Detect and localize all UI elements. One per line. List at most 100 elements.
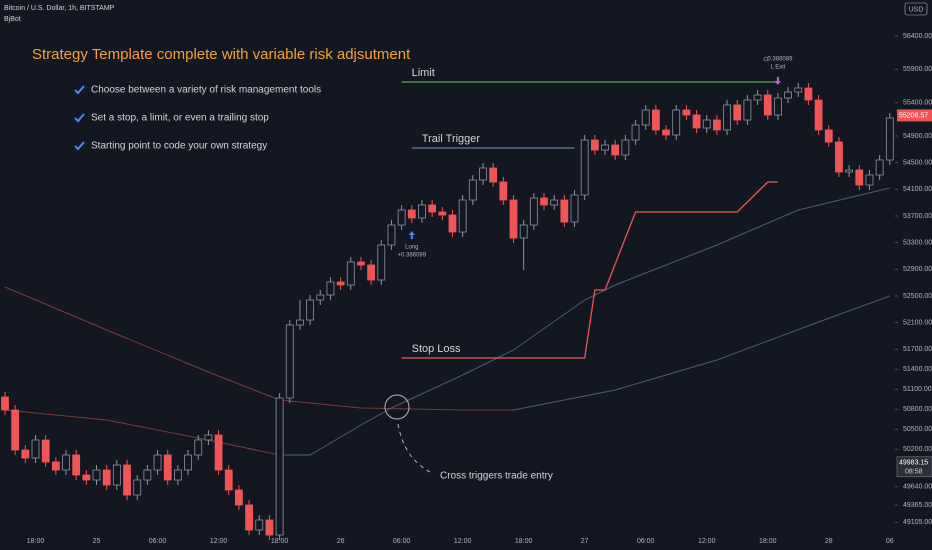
y-tick-label: 51400.00 — [903, 366, 932, 373]
bullet: Choose between a variety of risk managem… — [91, 85, 321, 96]
candle-body — [367, 264, 376, 281]
candle-body — [72, 454, 81, 476]
candle-body — [590, 139, 599, 151]
x-tick-label: 18:00 — [515, 538, 533, 545]
candle-body — [224, 469, 233, 491]
candle-body — [509, 199, 518, 239]
candle-body — [214, 434, 223, 471]
candle-body — [275, 397, 284, 536]
level-line — [401, 181, 778, 359]
candle-body — [428, 204, 437, 213]
candle-body — [123, 464, 131, 496]
x-tick-label: 18:00 — [271, 538, 289, 545]
y-tick-label: 52100.00 — [903, 320, 932, 327]
x-tick-label: 12:00 — [210, 538, 228, 545]
signal-arrow — [774, 77, 781, 85]
moving-average — [4, 409, 280, 456]
y-tick-label: 51100.00 — [903, 386, 932, 393]
level-label: Stop Loss — [412, 343, 461, 355]
candle-body — [601, 144, 609, 151]
candle-body — [713, 119, 721, 131]
y-tick-label: 50200.00 — [903, 446, 932, 453]
candle-body — [458, 199, 467, 233]
candle-body — [173, 469, 182, 481]
candle-body — [875, 159, 884, 176]
candle-body — [753, 94, 762, 101]
level-label: Trail Trigger — [422, 133, 481, 145]
check — [74, 141, 85, 151]
y-tick-label: 54500.00 — [903, 160, 932, 167]
candle-body — [92, 469, 101, 481]
y-tick-label: 51700.00 — [903, 346, 932, 353]
x-tick-label: 18:00 — [759, 538, 777, 545]
candle-body — [529, 197, 538, 226]
candle-body — [621, 139, 630, 156]
candle-body — [357, 261, 365, 266]
candle-body — [448, 214, 457, 233]
candle-body — [62, 454, 70, 471]
x-tick-label: 18:00 — [27, 538, 45, 545]
candle-body — [499, 181, 508, 201]
candle-body — [540, 197, 548, 206]
x-tick-label: 06 — [886, 538, 894, 545]
candle-body — [723, 104, 731, 131]
y-tick-label: 54100.00 — [903, 186, 932, 193]
cross-circle — [384, 394, 410, 420]
y-tick-label: 56400.00 — [903, 33, 932, 40]
candle-body — [397, 209, 406, 226]
candle-body — [41, 439, 50, 463]
price-axis: 56400.00 55900.00 55400.00 54900.00 54500.00… — [895, 33, 932, 526]
candle-body — [743, 99, 752, 121]
candle-body — [794, 87, 803, 93]
candle-body — [184, 454, 192, 471]
candle-body — [407, 209, 416, 219]
y-tick-label: 49365.00 — [903, 502, 932, 509]
bullet: Set a stop, a limit, or even a trailing … — [91, 113, 269, 124]
price-line-box — [896, 456, 932, 478]
candle-body — [855, 169, 864, 186]
candle-body — [31, 439, 40, 459]
y-tick-label: 52900.00 — [903, 266, 932, 273]
candle-body — [682, 109, 691, 116]
signal-icon — [763, 56, 769, 62]
title: Strategy Template complete with variable… — [32, 46, 411, 63]
x-tick-label: 06:00 — [149, 538, 167, 545]
bullet-checks — [74, 85, 85, 151]
check — [74, 85, 85, 95]
candle-body — [550, 199, 559, 206]
candle-body — [204, 434, 213, 441]
candle-body — [641, 109, 650, 126]
candle-body — [824, 129, 833, 143]
candle-body — [112, 464, 121, 486]
candle-body — [479, 167, 487, 181]
last-price: 55208.57 — [899, 112, 928, 119]
candle-body — [845, 169, 854, 173]
candle-body — [885, 117, 894, 161]
y-tick-label: 50800.00 — [903, 406, 932, 413]
y-tick-label: 52500.00 — [903, 293, 932, 300]
candle-body — [611, 144, 620, 156]
last-price-box — [897, 109, 932, 122]
candle-body — [570, 194, 579, 223]
signal-label: Long — [405, 245, 418, 251]
candle-body — [468, 179, 477, 201]
currency: USD — [909, 6, 924, 13]
candle-body — [692, 114, 701, 129]
candle-body — [235, 489, 243, 506]
candle-body — [763, 94, 772, 116]
check — [74, 113, 85, 123]
candle-body — [580, 139, 589, 196]
x-tick-label: 06:00 — [637, 538, 655, 545]
currency-box — [904, 2, 928, 16]
signal-value: 0.386089 — [767, 57, 793, 63]
y-tick-label: 49640.00 — [903, 484, 932, 491]
candle-body — [672, 109, 681, 136]
candle-body — [255, 519, 264, 531]
candle-body — [346, 261, 355, 286]
candle-body — [102, 469, 111, 486]
y-tick-label: 54900.00 — [903, 133, 932, 140]
candle-body — [519, 224, 528, 239]
candle-body — [733, 104, 742, 121]
candle-body — [1, 396, 9, 411]
price-line-countdown: 08:58 — [905, 469, 923, 476]
